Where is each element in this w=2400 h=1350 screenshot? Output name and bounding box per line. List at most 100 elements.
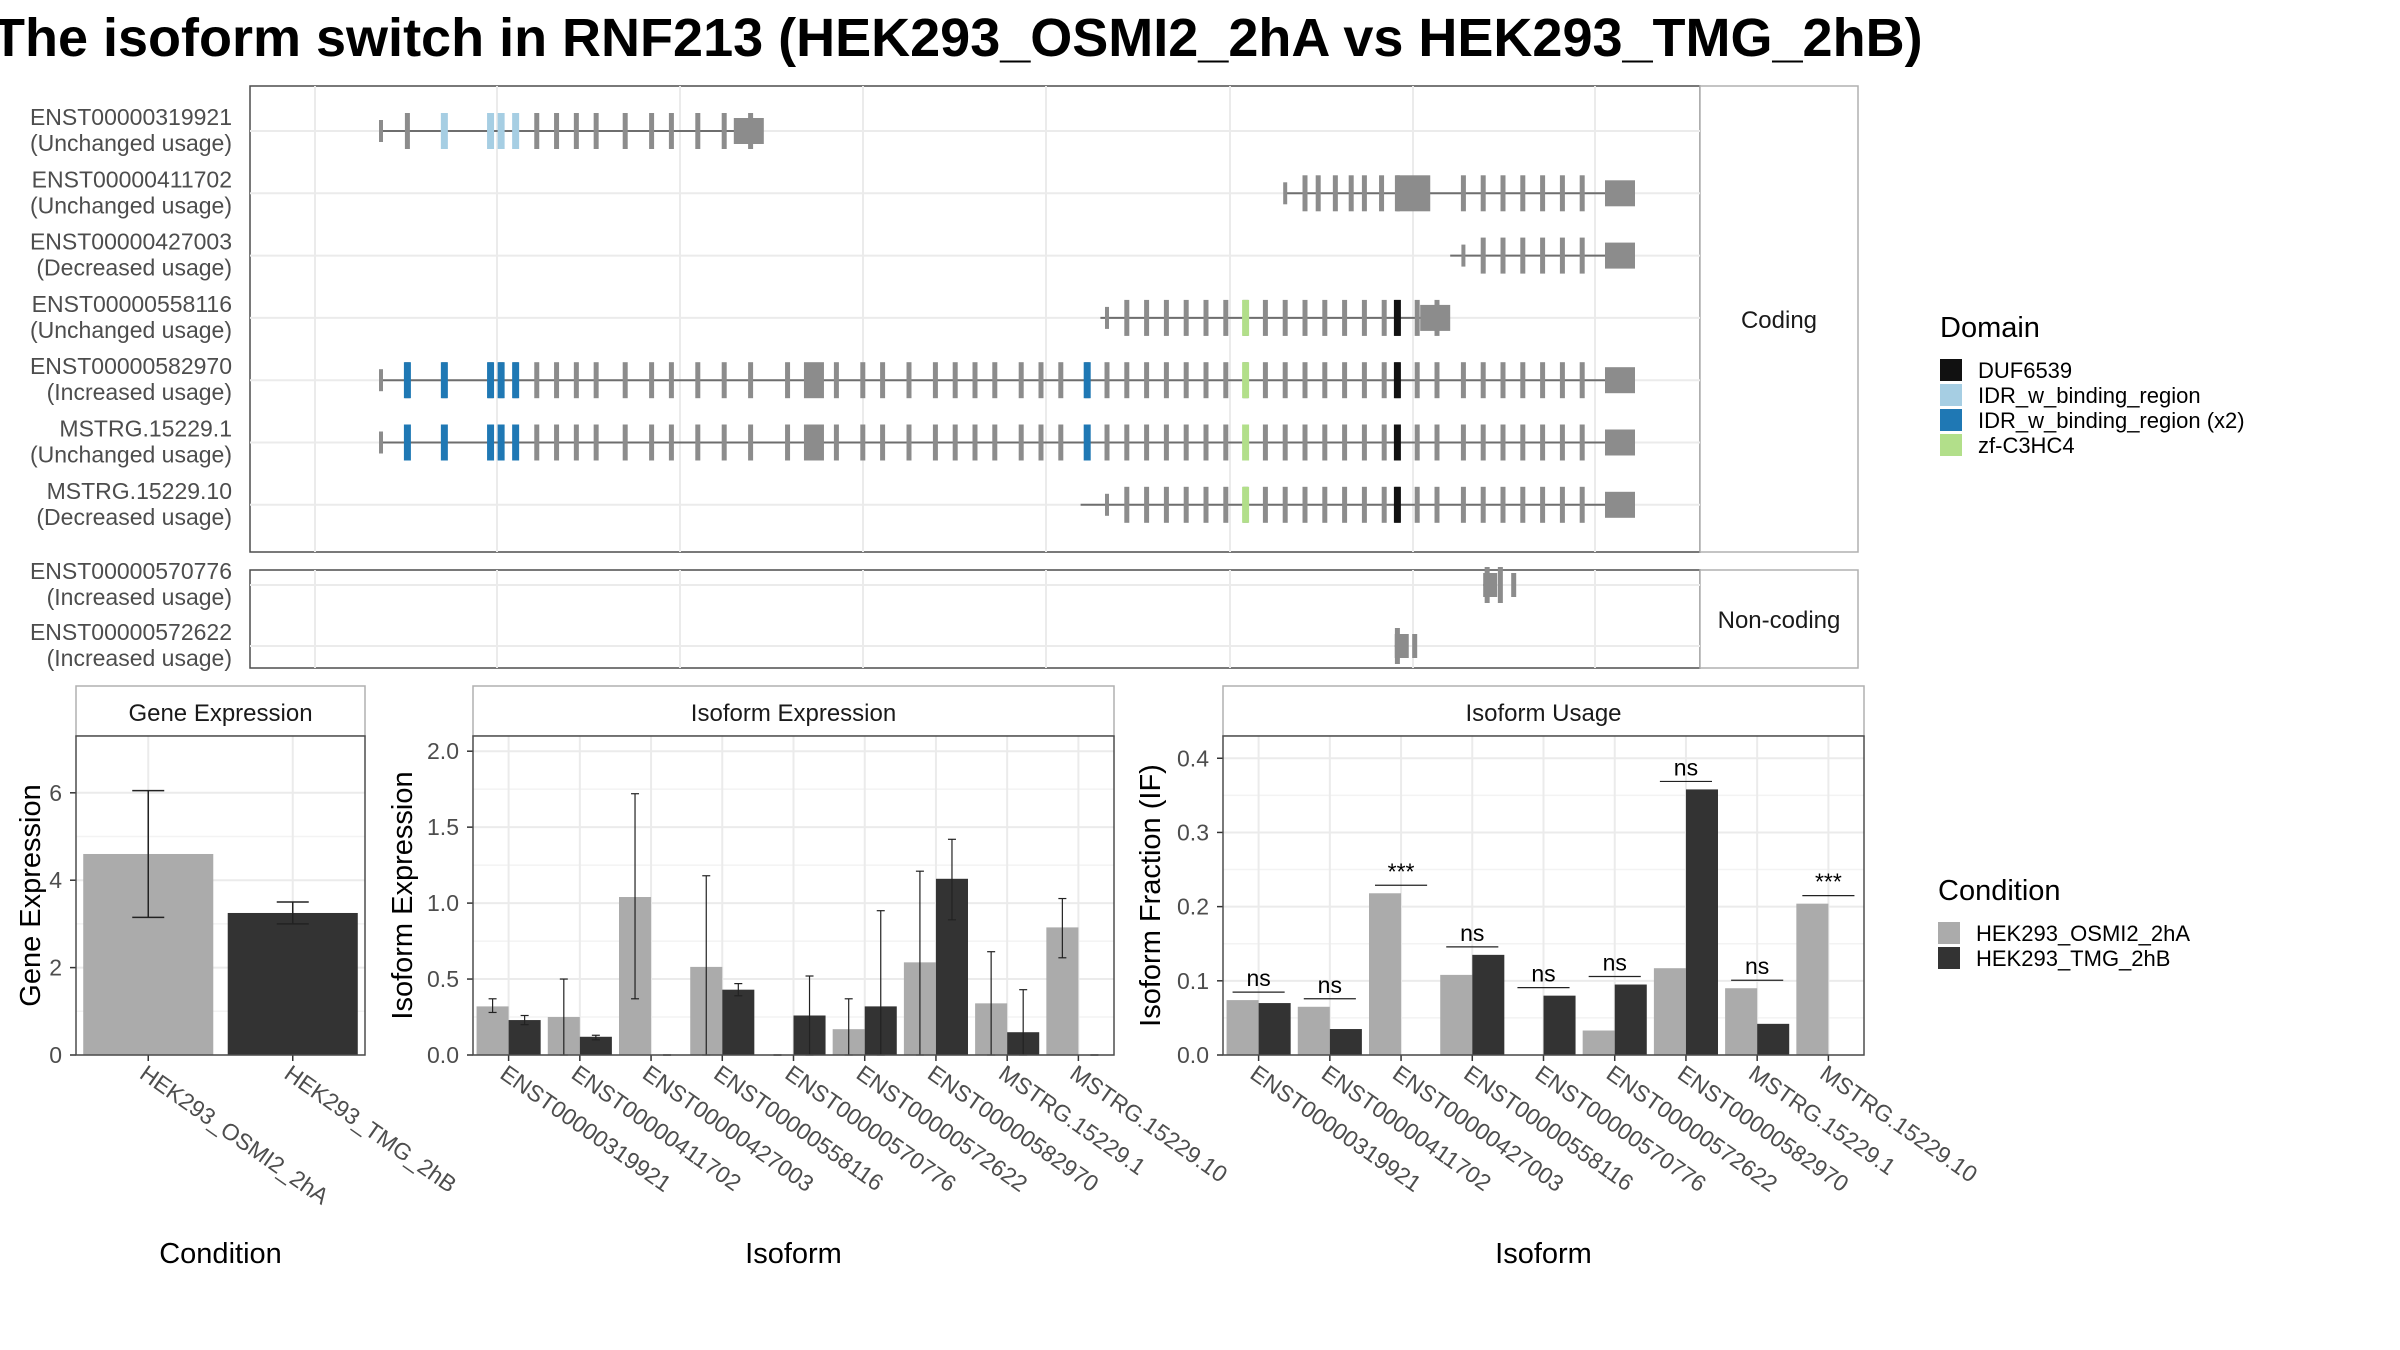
- y-tick-label: 2: [49, 955, 62, 981]
- exon-block: [554, 424, 560, 461]
- exon-block: [622, 113, 628, 149]
- exon-block: [1223, 424, 1229, 461]
- bar: [1369, 893, 1402, 1055]
- isoform-id-label: ENST00000558116: [32, 291, 232, 317]
- figure-title: The isoform switch in RNF213 (HEK293_OSM…: [0, 8, 1923, 68]
- exon-block: [534, 113, 540, 149]
- exon-block: [1183, 299, 1189, 336]
- y-tick-label: 0.5: [427, 966, 459, 992]
- y-tick-label: 6: [49, 780, 62, 806]
- exon-block: [593, 362, 599, 399]
- exon-block: [1262, 486, 1268, 523]
- domain-legend-label: IDR_w_binding_region (x2): [1978, 408, 2245, 433]
- exon-block: [1361, 362, 1367, 399]
- exon-block: [1342, 424, 1348, 461]
- isoform-usage-label: (Increased usage): [47, 645, 232, 671]
- exon-block: [1315, 175, 1321, 212]
- exon-block: [1540, 175, 1546, 212]
- y-tick-label: 0.0: [1177, 1042, 1209, 1068]
- exon-block: [1520, 237, 1526, 274]
- exon-block: [1500, 237, 1506, 274]
- utr-block: [733, 118, 764, 144]
- bar: [1757, 1023, 1790, 1055]
- exon-block: [1183, 486, 1189, 523]
- x-axis-title: Isoform: [1495, 1238, 1592, 1270]
- domain-legend-label: IDR_w_binding_region: [1978, 383, 2201, 408]
- domain-legend-label: DUF6539: [1978, 358, 2072, 383]
- chart-title: Gene Expression: [128, 700, 312, 727]
- domain-block: [440, 424, 448, 461]
- x-axis-title: Isoform: [745, 1238, 842, 1270]
- domain-block: [1083, 362, 1091, 399]
- chart-title: Isoform Expression: [691, 700, 896, 727]
- exon-block: [932, 362, 938, 399]
- exon-block: [379, 369, 383, 392]
- exon-block: [1183, 424, 1189, 461]
- exon-block: [803, 362, 824, 399]
- exon-block: [573, 113, 579, 149]
- bar: [1258, 1003, 1291, 1055]
- domain-legend-key: [1940, 384, 1962, 406]
- exon-block: [1579, 362, 1585, 399]
- exon-block: [748, 424, 754, 461]
- exon-block: [1361, 299, 1367, 336]
- isoform-id-label: ENST00000572622: [30, 619, 232, 645]
- exon-block: [1361, 424, 1367, 461]
- y-tick-label: 1.0: [427, 890, 459, 916]
- exon-block: [1414, 362, 1420, 399]
- noncoding-strip-label: Non-coding: [1718, 607, 1841, 634]
- exon-block: [1104, 362, 1110, 399]
- exon-block: [1381, 424, 1387, 461]
- exon-block: [1579, 486, 1585, 523]
- exon-block: [1282, 486, 1288, 523]
- exon-block: [1223, 299, 1229, 336]
- exon-block: [1342, 362, 1348, 399]
- exon-block: [695, 362, 701, 399]
- plot-frame: [75, 735, 366, 1056]
- domain-block: [1393, 299, 1401, 336]
- utr-block: [1420, 304, 1451, 331]
- domain-block: [497, 362, 505, 399]
- exon-block: [649, 362, 655, 399]
- exon-block: [952, 424, 958, 461]
- domain-block: [1242, 424, 1250, 461]
- domain-block: [1242, 486, 1250, 523]
- exon-block: [1434, 362, 1440, 399]
- exon-block: [1104, 424, 1110, 461]
- exon-block: [668, 362, 674, 399]
- condition-legend-label: HEK293_OSMI2_2hA: [1976, 921, 2190, 946]
- bar: [476, 1006, 509, 1055]
- exon-block: [1559, 175, 1565, 212]
- exon-block: [695, 113, 701, 149]
- exon-block: [554, 362, 560, 399]
- exon-block: [1144, 362, 1150, 399]
- bar: [1543, 995, 1576, 1055]
- domain-block: [403, 424, 411, 461]
- bar: [1297, 1006, 1330, 1055]
- noncoding-exon-block: [1511, 573, 1517, 597]
- y-tick-label: 0.2: [1177, 894, 1209, 920]
- significance-label: ns: [1531, 961, 1555, 987]
- bar: [1725, 988, 1758, 1055]
- exon-block: [1018, 424, 1024, 461]
- isoform-usage-label: (Decreased usage): [36, 504, 232, 530]
- exon-block: [1414, 424, 1420, 461]
- exon-block: [1058, 362, 1064, 399]
- exon-block: [1038, 362, 1044, 399]
- bar: [1472, 954, 1505, 1055]
- exon-block: [906, 424, 912, 461]
- domain-block: [403, 362, 411, 399]
- exon-block: [573, 424, 579, 461]
- exon-block: [622, 424, 628, 461]
- exon-block: [1332, 175, 1338, 212]
- exon-block: [1223, 486, 1229, 523]
- exon-block: [1105, 493, 1109, 516]
- exon-block: [1361, 175, 1367, 212]
- exon-block: [1520, 362, 1526, 399]
- exon-block: [1163, 424, 1169, 461]
- isoform-id-label: ENST00000411702: [32, 166, 232, 192]
- exon-block: [1038, 424, 1044, 461]
- exon-block: [1540, 237, 1546, 274]
- exon-block: [972, 362, 978, 399]
